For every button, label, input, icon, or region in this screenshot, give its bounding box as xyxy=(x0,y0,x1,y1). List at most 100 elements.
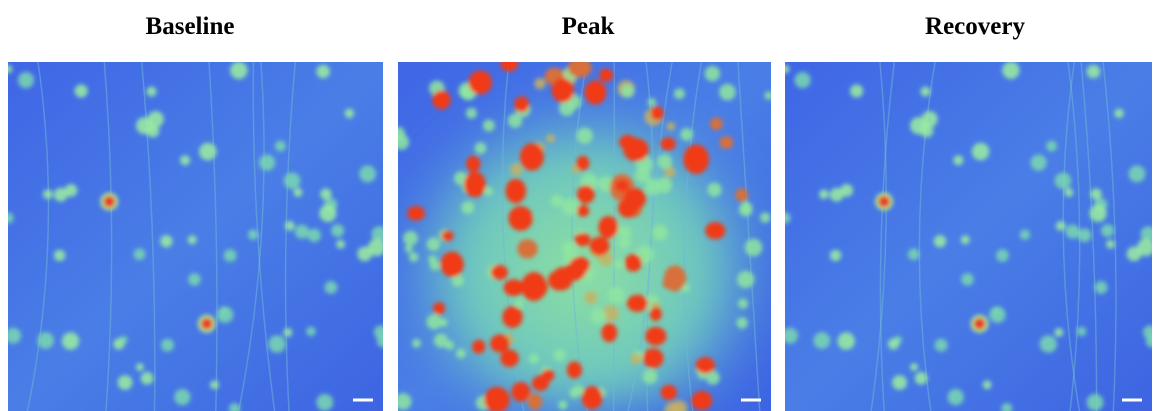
cell xyxy=(1046,141,1057,152)
cell xyxy=(161,339,174,352)
cell xyxy=(608,287,625,304)
cell xyxy=(910,363,918,371)
cell xyxy=(1002,62,1020,80)
cell xyxy=(707,183,721,197)
cell xyxy=(160,235,172,247)
cell xyxy=(275,141,286,152)
cell xyxy=(230,62,248,80)
active-cell xyxy=(541,369,554,381)
active-cell xyxy=(584,80,606,104)
figure: Baseline Peak Recovery xyxy=(0,0,1155,411)
active-cell xyxy=(645,327,666,346)
active-cell xyxy=(433,302,445,314)
cell xyxy=(405,245,413,253)
active-cell xyxy=(619,135,636,150)
active-cell xyxy=(567,361,582,378)
cell xyxy=(915,372,928,385)
cell xyxy=(719,84,736,101)
cell xyxy=(645,179,661,195)
cell xyxy=(591,309,606,324)
cell xyxy=(813,332,830,349)
cell xyxy=(892,375,907,390)
active-cell xyxy=(627,295,648,312)
cell xyxy=(412,339,421,348)
micrograph xyxy=(779,62,1155,411)
cell xyxy=(118,375,133,390)
cell xyxy=(199,143,217,161)
cell xyxy=(293,188,302,197)
active-cell xyxy=(521,272,546,301)
cell xyxy=(306,327,316,337)
active-cell xyxy=(577,185,595,203)
cell xyxy=(439,318,447,326)
active-cell xyxy=(441,231,453,242)
active-cell xyxy=(500,57,518,72)
cell xyxy=(1056,221,1066,231)
cell xyxy=(737,271,754,288)
cell xyxy=(781,65,789,73)
cell xyxy=(1090,188,1101,199)
cell xyxy=(174,389,190,405)
cell xyxy=(934,235,946,247)
cell xyxy=(1066,225,1080,239)
cell xyxy=(551,195,563,207)
cell xyxy=(764,91,773,100)
cell xyxy=(534,78,545,89)
cell xyxy=(1106,240,1115,249)
cell xyxy=(705,66,721,82)
cell xyxy=(1089,205,1106,222)
cell xyxy=(1030,154,1046,170)
cell xyxy=(283,328,292,337)
cell xyxy=(483,120,495,132)
active-cell xyxy=(517,239,537,258)
cell xyxy=(529,354,539,364)
cell xyxy=(569,388,579,398)
cell xyxy=(331,224,344,237)
cell xyxy=(657,154,672,169)
active-cell xyxy=(615,179,629,192)
active-cell xyxy=(528,394,542,410)
cell xyxy=(359,165,376,182)
active-cell xyxy=(520,143,544,170)
cell xyxy=(652,225,668,241)
cell xyxy=(43,189,53,199)
active-cell xyxy=(661,137,676,150)
cell xyxy=(1087,65,1101,79)
background xyxy=(8,62,383,411)
cell xyxy=(996,249,1009,262)
cell xyxy=(1137,239,1155,257)
cell xyxy=(18,72,34,88)
active-cell xyxy=(664,265,686,291)
active-cell xyxy=(735,188,747,201)
active-cell xyxy=(710,117,723,130)
active-cell xyxy=(574,233,590,246)
cell xyxy=(562,241,576,255)
cell xyxy=(558,400,567,409)
cell xyxy=(577,128,593,144)
cell xyxy=(217,306,234,323)
cell xyxy=(837,332,854,349)
cell xyxy=(983,380,992,389)
cell xyxy=(188,273,201,286)
page: Baseline Peak Recovery (() => { const da… xyxy=(0,0,1155,411)
cell xyxy=(324,281,337,294)
active-cell xyxy=(878,196,890,208)
cell xyxy=(188,235,197,244)
cell xyxy=(972,143,990,161)
cell xyxy=(2,212,13,223)
cell xyxy=(462,87,471,96)
cell xyxy=(136,117,153,134)
active-cell xyxy=(601,323,617,342)
cell xyxy=(910,117,927,134)
active-cell xyxy=(577,205,589,217)
panel-title: Baseline xyxy=(146,13,235,40)
active-cell xyxy=(407,206,425,221)
active-cell xyxy=(651,106,664,120)
cell xyxy=(738,299,748,309)
active-cell xyxy=(719,136,733,149)
active-cell xyxy=(582,386,603,409)
active-cell xyxy=(432,90,450,109)
cell xyxy=(319,205,336,222)
cell xyxy=(224,249,237,262)
cell xyxy=(1114,109,1124,119)
